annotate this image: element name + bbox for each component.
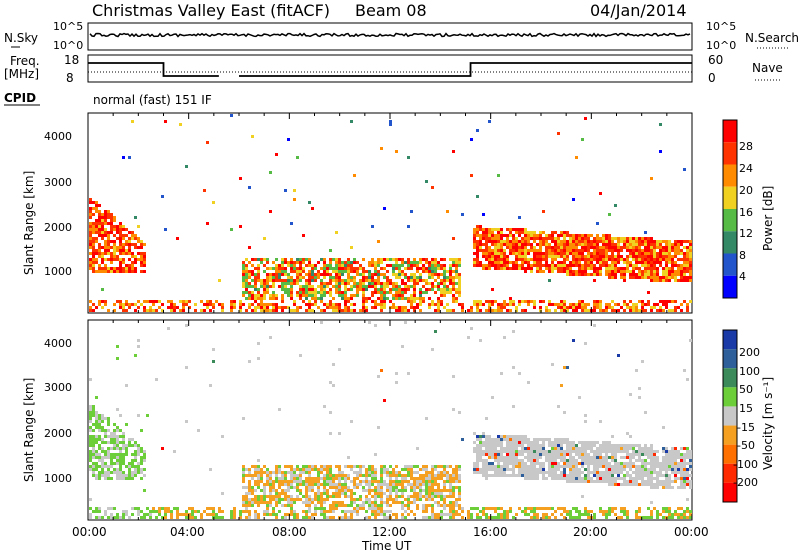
nsky-trace bbox=[89, 32, 691, 38]
velocity-colorbar-tick-neg200: -200 bbox=[733, 476, 758, 489]
velocity-colorbar-tick-neg100: -100 bbox=[733, 458, 758, 471]
date-label: 04/Jan/2014 bbox=[590, 1, 687, 20]
nave-label: Nave bbox=[752, 61, 783, 75]
freq-tick-top: 18 bbox=[64, 53, 79, 67]
colorbar-segment bbox=[723, 330, 737, 350]
power-panel: 1000 2000 3000 4000 Slant Range [km] bbox=[22, 112, 693, 314]
power-colorbar-tick-16: 16 bbox=[739, 206, 753, 219]
colorbar-segment bbox=[723, 368, 737, 388]
power-colorbar-tick-4: 4 bbox=[739, 270, 746, 283]
power-colorbar-label: Power [dB] bbox=[761, 186, 775, 251]
nsearch-label: N.Search bbox=[745, 31, 799, 45]
colorbar-segment bbox=[723, 406, 737, 426]
power-data-cells bbox=[89, 114, 692, 312]
colorbar-segment bbox=[723, 482, 737, 502]
freq-panel-frame bbox=[87, 54, 693, 83]
velocity-colorbar-tick-200: 200 bbox=[739, 346, 760, 359]
nsearch-tick-top: 10^5 bbox=[706, 20, 736, 33]
x-tick-0000: 00:00 bbox=[72, 525, 107, 539]
colorbar-segment bbox=[723, 120, 737, 143]
velocity-colorbar-tick-50: 50 bbox=[739, 383, 753, 396]
nave-tick-top: 60 bbox=[708, 53, 723, 67]
colorbar-segment bbox=[723, 349, 737, 369]
velocity-colorbar-tick-neg50: -50 bbox=[737, 439, 755, 452]
velocity-y-tick-4000: 4000 bbox=[44, 337, 72, 350]
power-colorbar-tick-24: 24 bbox=[739, 162, 753, 175]
x-tick-2000: 20:00 bbox=[573, 525, 608, 539]
velocity-colorbar-tick-neg15: -15 bbox=[737, 421, 755, 434]
power-colorbar-tick-8: 8 bbox=[739, 249, 746, 262]
velocity-colorbar-tick-100: 100 bbox=[739, 365, 760, 378]
cpid-label: CPID bbox=[4, 91, 36, 105]
x-tick-0400: 04:00 bbox=[170, 525, 205, 539]
freq-tick-bottom: 8 bbox=[66, 71, 74, 85]
nsky-panel-frame bbox=[87, 22, 693, 51]
colorbar-segment bbox=[723, 209, 737, 232]
power-colorbar-tick-12: 12 bbox=[739, 227, 753, 240]
x-tick-2400: 00:00 bbox=[674, 525, 709, 539]
power-y-tick-3000: 3000 bbox=[44, 176, 72, 189]
velocity-y-axis-label: Slant Range [km] bbox=[22, 378, 36, 482]
velocity-y-tick-2000: 2000 bbox=[44, 427, 72, 440]
x-tick-1600: 16:00 bbox=[473, 525, 508, 539]
colorbar-segment bbox=[723, 425, 737, 445]
beam-label: Beam 08 bbox=[355, 1, 427, 20]
colorbar-segment bbox=[723, 253, 737, 276]
colorbar-segment bbox=[723, 387, 737, 407]
velocity-y-tick-3000: 3000 bbox=[44, 381, 72, 394]
freq-label-2: [MHz] bbox=[4, 67, 39, 81]
power-y-tick-4000: 4000 bbox=[44, 130, 72, 143]
nave-tick-bottom: 0 bbox=[708, 71, 716, 85]
power-y-axis-label: Slant Range [km] bbox=[22, 171, 36, 275]
velocity-y-tick-1000: 1000 bbox=[44, 472, 72, 485]
velocity-panel: 1000 2000 3000 4000 Slant Range [km] bbox=[22, 319, 693, 521]
power-colorbar-tick-28: 28 bbox=[739, 140, 753, 153]
radar-title: Christmas Valley East (fitACF) bbox=[92, 1, 330, 20]
power-y-tick-1000: 1000 bbox=[44, 265, 72, 278]
power-colorbar-tick-20: 20 bbox=[739, 184, 753, 197]
nsky-tick-bottom: 10^0 bbox=[53, 39, 83, 52]
velocity-colorbar-label: Velocity [m s⁻¹] bbox=[761, 377, 775, 470]
freq-trace bbox=[88, 62, 692, 77]
power-colorbar bbox=[722, 119, 738, 299]
freq-label-1: Freq. bbox=[10, 54, 40, 68]
velocity-colorbar-tick-15: 15 bbox=[739, 402, 753, 415]
colorbar-segment bbox=[723, 463, 737, 483]
colorbar-segment bbox=[723, 186, 737, 209]
nsky-tick-top: 10^5 bbox=[53, 20, 83, 33]
colorbar-segment bbox=[723, 142, 737, 165]
x-tick-0800: 08:00 bbox=[272, 525, 307, 539]
velocity-data-cells bbox=[89, 321, 692, 519]
x-tick-1200: 12:00 bbox=[372, 525, 407, 539]
velocity-colorbar bbox=[722, 329, 738, 503]
colorbar-segment bbox=[723, 164, 737, 187]
colorbar-segment bbox=[723, 444, 737, 464]
nsky-label: N.Sky bbox=[4, 31, 38, 45]
power-y-tick-2000: 2000 bbox=[44, 221, 72, 234]
colorbar-segment bbox=[723, 231, 737, 254]
nsearch-tick-bottom: 10^0 bbox=[706, 39, 736, 52]
x-axis-label: Time UT bbox=[361, 539, 412, 553]
colorbar-segment bbox=[723, 275, 737, 298]
cpid-text: normal (fast) 151 IF bbox=[93, 93, 212, 107]
